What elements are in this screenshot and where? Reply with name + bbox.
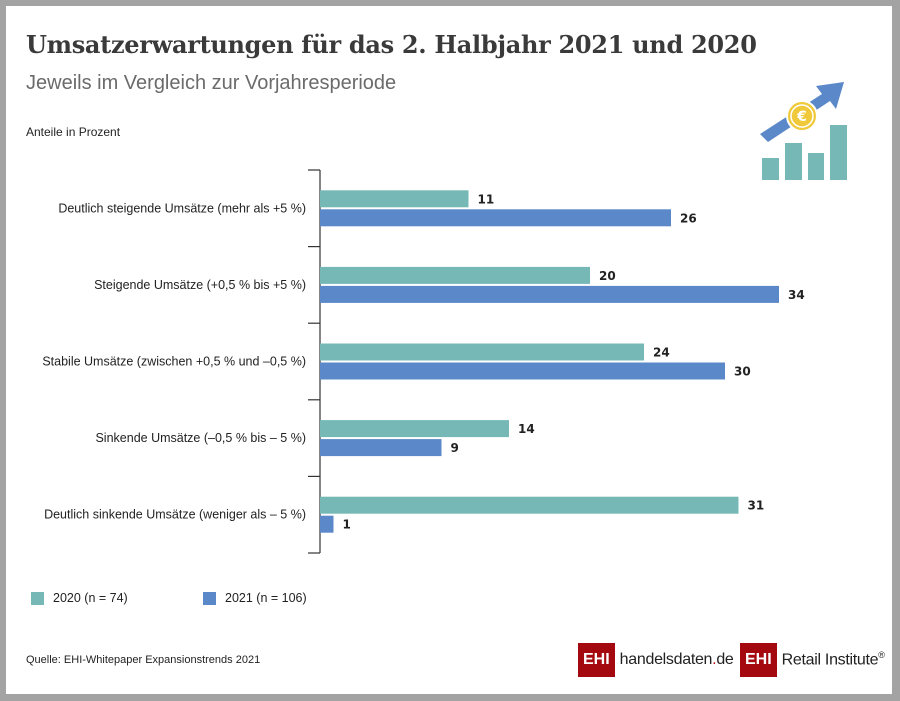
logo-retail-institute-text: Retail Institute® bbox=[781, 650, 885, 669]
legend-swatch-2020 bbox=[31, 591, 44, 605]
bar-2021 bbox=[320, 285, 779, 303]
svg-text:€: € bbox=[796, 109, 807, 125]
data-label: 31 bbox=[748, 499, 765, 513]
legend-label-2021: 2021 (n = 106) bbox=[225, 591, 307, 605]
data-label: 24 bbox=[653, 346, 670, 360]
logo-ehi-box: EHI bbox=[578, 643, 615, 677]
logo-handelsdaten[interactable]: EHI handelsdaten.de bbox=[578, 643, 734, 677]
data-label: 34 bbox=[788, 288, 805, 302]
legend-item-2021: 2021 (n = 106) bbox=[203, 591, 307, 605]
category-label: Deutlich steigende Umsätze (mehr als +5 … bbox=[58, 201, 306, 215]
category-label: Steigende Umsätze (+0,5 % bis +5 %) bbox=[94, 278, 306, 292]
unit-label: Anteile in Prozent bbox=[26, 125, 121, 139]
category-label: Stabile Umsätze (zwischen +0,5 % und –0,… bbox=[42, 355, 306, 369]
bar-2021 bbox=[320, 209, 671, 227]
legend-label-2020: 2020 (n = 74) bbox=[53, 591, 128, 605]
growth-chart-euro-arrow-icon: € bbox=[760, 82, 847, 180]
data-label: 26 bbox=[680, 211, 697, 225]
source-note: Quelle: EHI-Whitepaper Expansionstrends … bbox=[26, 654, 261, 666]
icon-bar-4 bbox=[830, 125, 847, 180]
bar-2020 bbox=[320, 496, 739, 514]
data-label: 30 bbox=[734, 365, 751, 379]
category-label: Deutlich sinkende Umsätze (weniger als –… bbox=[44, 508, 306, 522]
data-label: 11 bbox=[478, 192, 495, 206]
bar-2020 bbox=[320, 190, 469, 208]
logo-ehi-box: EHI bbox=[740, 643, 777, 677]
chart-title: Umsatzerwartungen für das 2. Halbjahr 20… bbox=[26, 30, 757, 59]
icon-bar-3 bbox=[808, 153, 824, 180]
bar-2021 bbox=[320, 362, 725, 380]
data-label: 9 bbox=[451, 441, 459, 455]
data-label: 1 bbox=[343, 518, 351, 532]
data-label: 14 bbox=[518, 422, 535, 436]
legend-swatch-2021 bbox=[203, 591, 216, 605]
bar-2020 bbox=[320, 343, 644, 361]
legend-item-2020: 2020 (n = 74) bbox=[31, 591, 128, 605]
data-label: 20 bbox=[599, 269, 616, 283]
bar-2020 bbox=[320, 420, 509, 438]
bar-2020 bbox=[320, 266, 590, 284]
category-label: Sinkende Umsätze (–0,5 % bis – 5 %) bbox=[95, 431, 306, 445]
logo-retail-institute[interactable]: EHI Retail Institute® bbox=[740, 643, 885, 677]
bar-2021 bbox=[320, 439, 442, 457]
bar-2021 bbox=[320, 515, 334, 533]
icon-bar-1 bbox=[762, 158, 779, 180]
logo-handelsdaten-text: handelsdaten.de bbox=[619, 651, 734, 668]
chart-subtitle: Jeweils im Vergleich zur Vorjahresperiod… bbox=[26, 72, 397, 94]
icon-bar-2 bbox=[785, 143, 802, 180]
